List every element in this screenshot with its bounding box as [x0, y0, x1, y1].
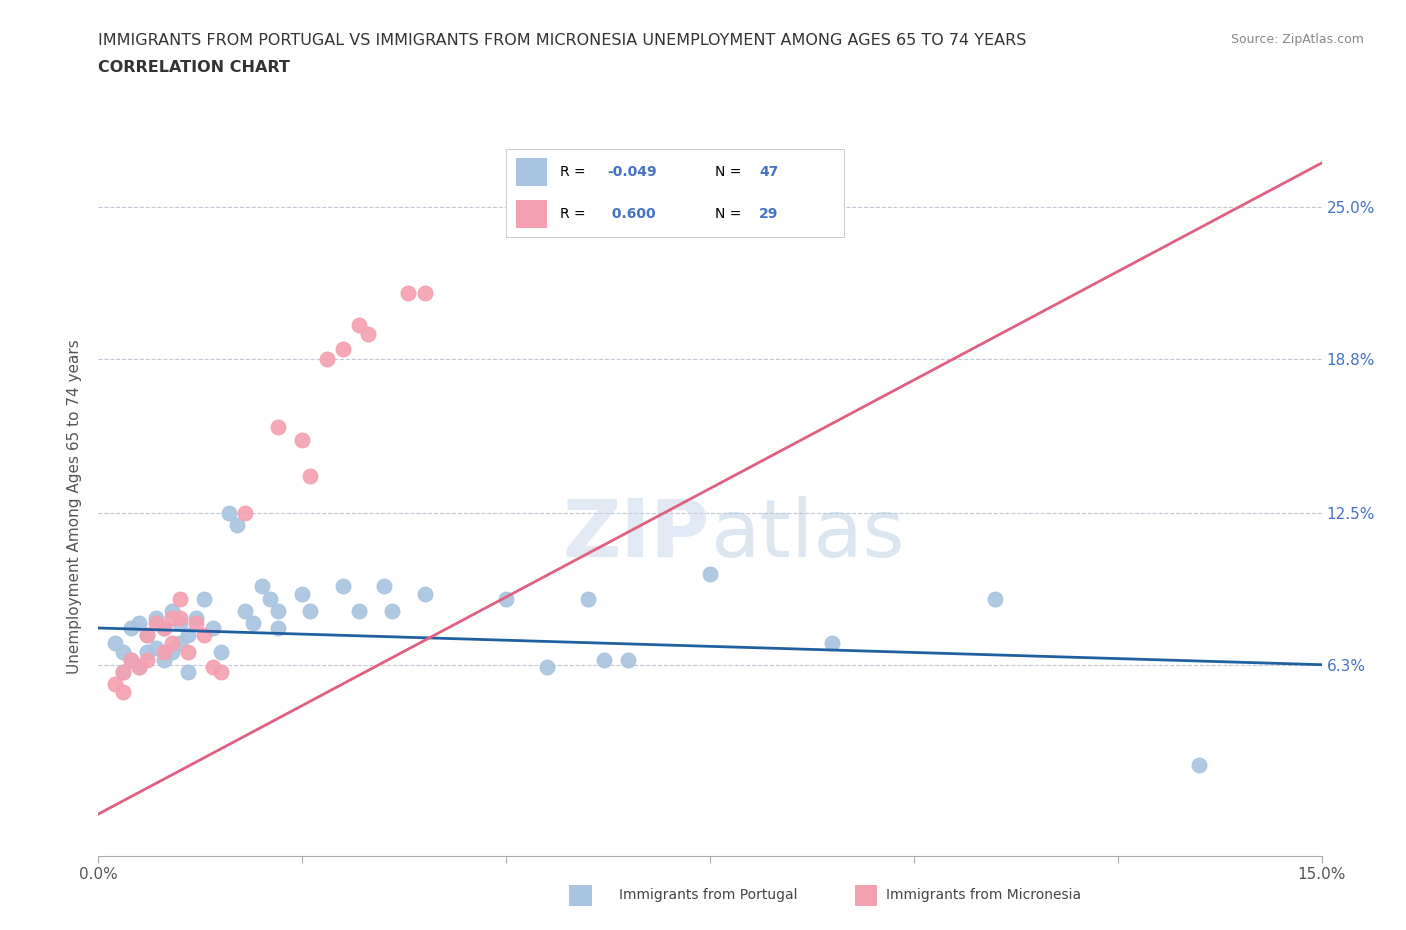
Point — [332, 341, 354, 356]
Point — [111, 665, 134, 680]
Text: N =: N = — [716, 207, 747, 221]
Point — [160, 604, 183, 618]
Point — [315, 352, 337, 366]
Point — [536, 659, 558, 674]
Point — [291, 432, 314, 447]
Point — [201, 620, 224, 635]
Point — [233, 604, 256, 618]
Point — [413, 586, 436, 601]
Point — [193, 591, 215, 606]
Text: R =: R = — [560, 165, 591, 179]
Text: Immigrants from Micronesia: Immigrants from Micronesia — [886, 887, 1081, 902]
Text: atlas: atlas — [710, 496, 904, 574]
Point — [169, 616, 191, 631]
Point — [145, 616, 167, 631]
Point — [152, 620, 174, 635]
Point — [160, 611, 183, 626]
Point — [120, 652, 142, 667]
Point — [111, 665, 134, 680]
Point — [169, 611, 191, 626]
Point — [349, 604, 371, 618]
Point — [218, 506, 240, 521]
Point — [160, 635, 183, 650]
Point — [332, 579, 354, 594]
Point — [373, 579, 395, 594]
FancyBboxPatch shape — [516, 158, 547, 186]
Point — [299, 469, 322, 484]
Point — [226, 518, 249, 533]
Text: -0.049: -0.049 — [607, 165, 657, 179]
Point — [381, 604, 404, 618]
Point — [104, 677, 127, 692]
Point — [291, 586, 314, 601]
Point — [267, 620, 290, 635]
Point — [152, 620, 174, 635]
Text: CORRELATION CHART: CORRELATION CHART — [98, 60, 290, 75]
Point — [617, 652, 640, 667]
Point — [145, 611, 167, 626]
Point — [233, 506, 256, 521]
Point — [169, 591, 191, 606]
Point — [576, 591, 599, 606]
Point — [160, 645, 183, 660]
Point — [299, 604, 322, 618]
Point — [495, 591, 517, 606]
Point — [177, 665, 200, 680]
Point — [128, 659, 150, 674]
Point — [201, 659, 224, 674]
Point — [128, 659, 150, 674]
Text: Immigrants from Portugal: Immigrants from Portugal — [619, 887, 797, 902]
Point — [821, 635, 844, 650]
Text: Source: ZipAtlas.com: Source: ZipAtlas.com — [1230, 33, 1364, 46]
Point — [209, 645, 232, 660]
Point — [593, 652, 616, 667]
Point — [169, 635, 191, 650]
Point — [152, 652, 174, 667]
Point — [136, 628, 159, 643]
Point — [111, 645, 134, 660]
Point — [242, 616, 264, 631]
Point — [104, 635, 127, 650]
Point — [186, 616, 208, 631]
Point — [699, 566, 721, 581]
Point — [209, 665, 232, 680]
Point — [193, 628, 215, 643]
Y-axis label: Unemployment Among Ages 65 to 74 years: Unemployment Among Ages 65 to 74 years — [67, 339, 83, 674]
Text: N =: N = — [716, 165, 747, 179]
Point — [356, 326, 378, 341]
Point — [177, 628, 200, 643]
Point — [267, 604, 290, 618]
Point — [111, 684, 134, 699]
Point — [120, 652, 142, 667]
Text: 29: 29 — [759, 207, 779, 221]
Point — [145, 640, 167, 655]
Point — [1188, 758, 1211, 773]
Text: ZIP: ZIP — [562, 496, 710, 574]
Point — [267, 419, 290, 434]
Point — [984, 591, 1007, 606]
Point — [349, 317, 371, 332]
Point — [128, 616, 150, 631]
Text: 47: 47 — [759, 165, 779, 179]
Point — [120, 620, 142, 635]
Point — [177, 645, 200, 660]
Point — [136, 645, 159, 660]
Point — [259, 591, 281, 606]
Point — [413, 286, 436, 300]
Point — [250, 579, 273, 594]
Point — [396, 286, 419, 300]
Point — [136, 628, 159, 643]
Text: IMMIGRANTS FROM PORTUGAL VS IMMIGRANTS FROM MICRONESIA UNEMPLOYMENT AMONG AGES 6: IMMIGRANTS FROM PORTUGAL VS IMMIGRANTS F… — [98, 33, 1026, 47]
Point — [186, 611, 208, 626]
FancyBboxPatch shape — [516, 200, 547, 228]
Text: 0.600: 0.600 — [607, 207, 657, 221]
Text: R =: R = — [560, 207, 591, 221]
Point — [152, 645, 174, 660]
Point — [136, 652, 159, 667]
